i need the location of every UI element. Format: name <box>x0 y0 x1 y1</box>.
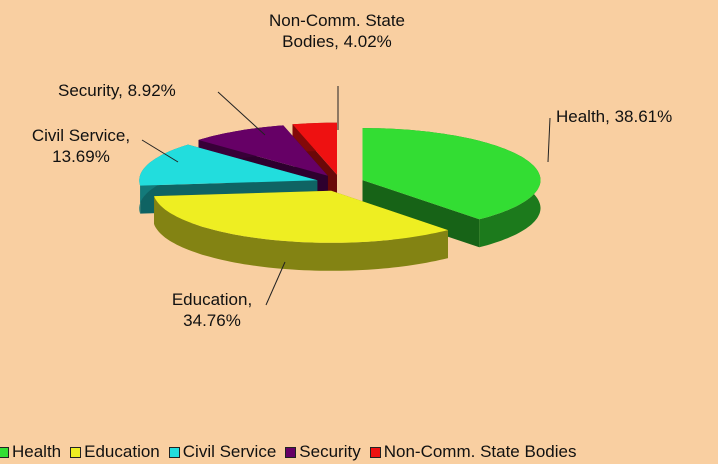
legend-label: Education <box>84 442 160 461</box>
legend-swatch <box>168 446 180 458</box>
legend-swatch <box>0 446 9 458</box>
data-label: Civil Service, 13.69% <box>31 126 131 166</box>
legend-item: Civil Service <box>168 442 277 462</box>
legend-swatch <box>369 446 381 458</box>
leader-line <box>141 139 179 163</box>
legend-swatch <box>70 446 82 458</box>
data-label: Non-Comm. State Bodies, 4.02% <box>268 11 406 51</box>
legend-label: Non-Comm. State Bodies <box>383 442 577 461</box>
data-label: Security, 8.92% <box>58 81 176 100</box>
legend-item: Health <box>0 442 61 462</box>
slice-side <box>154 196 448 271</box>
slice <box>362 128 541 248</box>
legend-item: Security <box>285 442 361 462</box>
legend: Health Education Civil Service Security Non-… <box>0 442 585 462</box>
legend-swatch <box>285 446 297 458</box>
slice <box>362 128 541 220</box>
leader-line <box>217 91 266 136</box>
slice <box>292 122 337 175</box>
legend-label: Health <box>12 442 62 461</box>
legend-label: Civil Service <box>182 442 277 461</box>
legend-item: Education <box>70 442 160 462</box>
slice-side <box>362 180 480 248</box>
pie-area <box>139 86 551 306</box>
slice <box>154 190 448 271</box>
legend-item: Non-Comm. State Bodies <box>369 442 577 462</box>
data-label: Education, 34.76% <box>171 290 253 330</box>
data-label: Health, 38.61% <box>556 107 673 126</box>
slice <box>198 125 328 176</box>
leader-line <box>265 261 286 306</box>
leader-line <box>547 117 551 163</box>
slice <box>154 190 448 243</box>
slice <box>139 144 318 186</box>
legend-label: Security <box>299 442 361 461</box>
